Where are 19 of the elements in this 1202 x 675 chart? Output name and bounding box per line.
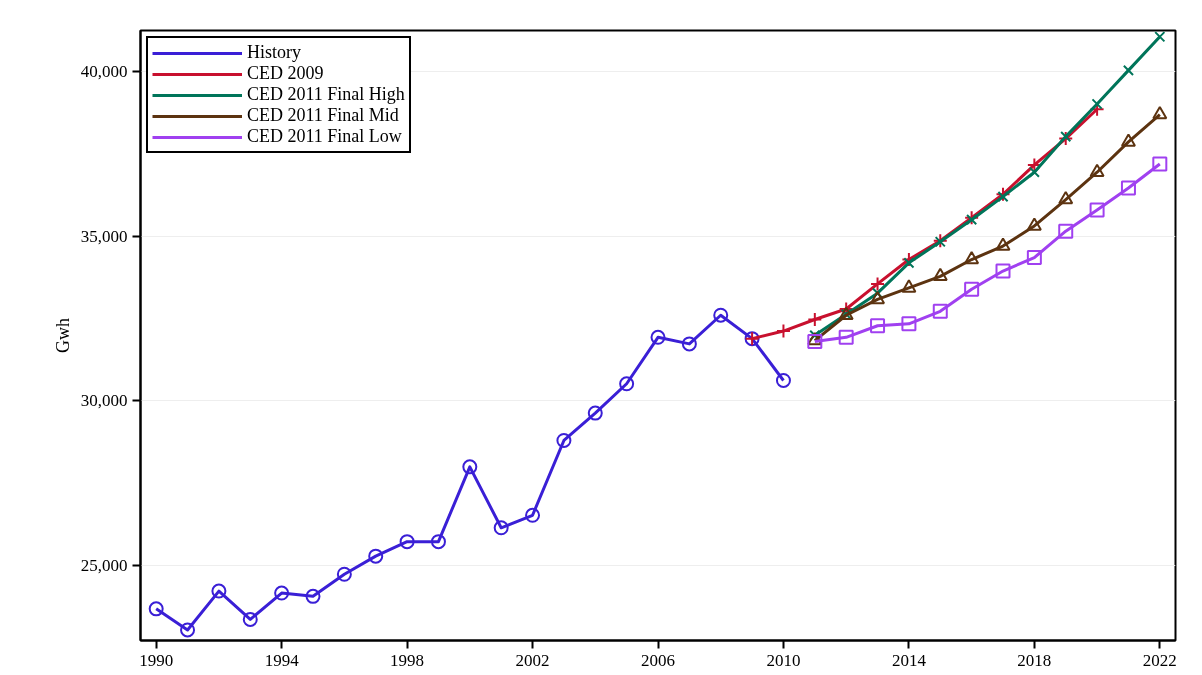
- y-tick-label: 40,000: [80, 61, 128, 81]
- legend-label: History: [247, 42, 301, 63]
- x-tick-label: 2002: [515, 650, 550, 670]
- legend-label: CED 2011 Final High: [247, 84, 405, 105]
- legend-label: CED 2009: [247, 63, 324, 84]
- legend-label: CED 2011 Final Low: [247, 126, 402, 147]
- x-tick-label: 1998: [390, 650, 425, 670]
- y-tick-label: 35,000: [80, 226, 128, 246]
- x-tick-label: 2014: [891, 650, 927, 670]
- y-tick-label: 25,000: [80, 556, 128, 576]
- x-tick-label: 2006: [641, 650, 675, 670]
- y-axis-title: Gwh: [52, 318, 73, 353]
- x-tick-label: 2022: [1142, 650, 1177, 670]
- x-tick-label: 1990: [139, 650, 174, 670]
- legend-label: CED 2011 Final Mid: [247, 105, 399, 126]
- y-tick-label: 30,000: [80, 391, 128, 411]
- x-tick-label: 2010: [766, 650, 801, 670]
- x-tick-label: 1994: [264, 650, 300, 670]
- x-tick-label: 2018: [1017, 650, 1052, 670]
